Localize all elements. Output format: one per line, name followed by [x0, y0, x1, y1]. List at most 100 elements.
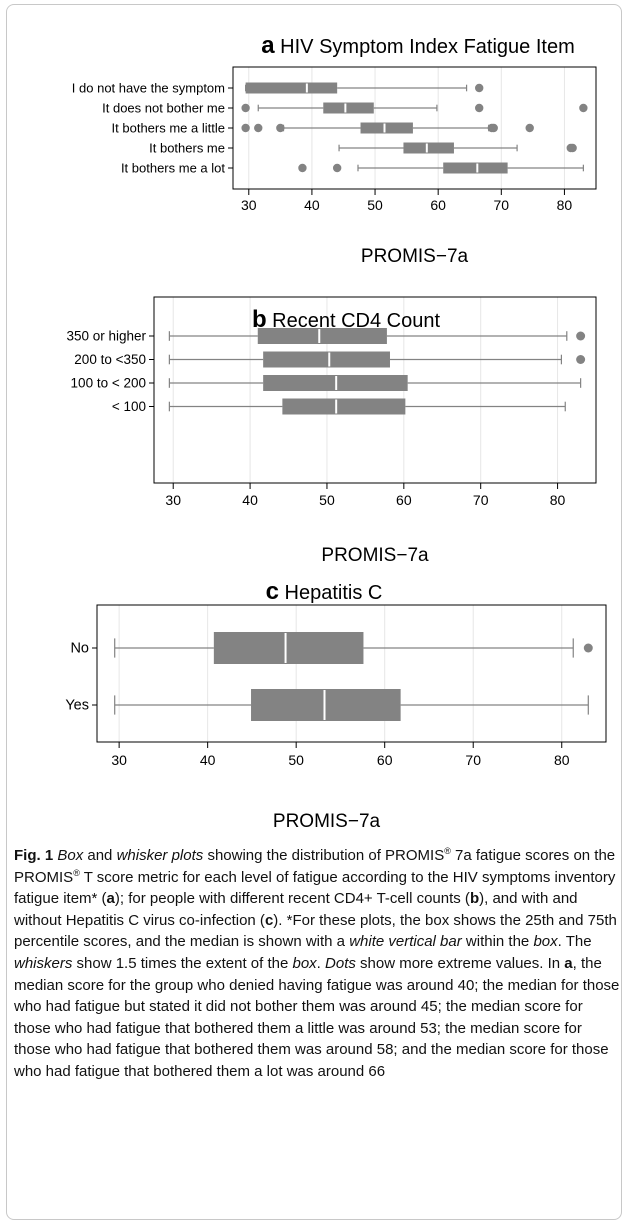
x-tick-label: 40: [200, 752, 216, 768]
caption-text: show 1.5 times the extent of the: [72, 954, 293, 972]
caption-panel-ref: b: [469, 890, 480, 908]
outlier-dot: [475, 83, 484, 93]
caption-label: Fig. 1: [14, 847, 54, 864]
box: [403, 142, 454, 154]
category-label: < 100: [112, 399, 146, 414]
caption-text: .: [316, 954, 326, 972]
caption-panel-ref: a: [106, 890, 115, 908]
caption-text: 7a fatigue scores on the PROMIS: [14, 847, 616, 886]
category-label: Yes: [65, 698, 89, 714]
category-label: No: [70, 641, 89, 657]
panel-letter: b: [252, 306, 267, 333]
caption-text: , the median score for the group who den…: [14, 954, 620, 1080]
x-tick-label: 30: [241, 197, 257, 213]
figure-caption: Fig. 1 Box and whisker plots showing the…: [14, 845, 622, 1083]
registered-mark: ®: [444, 846, 451, 856]
x-tick-label: 60: [396, 492, 412, 508]
outlier-dot: [525, 123, 534, 133]
x-tick-label: 30: [111, 752, 127, 768]
x-tick-label: 40: [242, 492, 258, 508]
caption-emphasis: white vertical bar: [349, 933, 462, 951]
x-tick-label: 70: [494, 197, 510, 213]
category-label: It bothers me: [149, 141, 225, 156]
x-tick-label: 50: [319, 492, 335, 508]
outlier-dot: [241, 103, 250, 113]
x-tick-label: 50: [367, 197, 383, 213]
x-tick-label: 70: [465, 752, 481, 768]
box: [263, 351, 390, 368]
category-label: 200 to <350: [74, 352, 146, 367]
caption-text: within the: [461, 933, 534, 951]
outlier-dot: [298, 163, 307, 173]
x-tick-label: 60: [430, 197, 446, 213]
box: [245, 82, 338, 94]
outlier-dot: [576, 355, 586, 364]
box: [443, 162, 508, 174]
x-tick-label: 40: [304, 197, 320, 213]
figure-frame: [6, 4, 622, 1220]
outlier-dot: [254, 123, 263, 133]
caption-emphasis: Box: [57, 847, 84, 864]
chart-title: b Recent CD4 Count: [252, 306, 441, 333]
x-tick-label: 80: [557, 197, 573, 213]
x-tick-label: 30: [165, 492, 181, 508]
caption-text: show more extreme values. In: [355, 954, 565, 972]
caption-text: . The: [557, 933, 592, 951]
chart-title: c Hepatitis C: [266, 578, 383, 605]
category-label: It bothers me a lot: [121, 161, 225, 176]
category-label: It bothers me a little: [112, 121, 225, 136]
chart-title: a HIV Symptom Index Fatigue Item: [261, 32, 574, 59]
outlier-dot: [489, 123, 498, 133]
caption-emphasis: whisker plots: [116, 847, 204, 864]
outlier-dot: [579, 103, 588, 113]
box: [282, 398, 406, 415]
caption-panel-ref: c: [264, 911, 274, 929]
x-axis-label: PROMIS−7a: [321, 545, 429, 566]
caption-text: ), and with and without Hepatitis C viru…: [14, 890, 578, 929]
caption-text: showing the distribution of PROMIS: [203, 847, 445, 864]
caption-text: ). *For these plots, the box shows the 2…: [14, 911, 617, 951]
caption-emphasis: whiskers: [14, 954, 73, 972]
caption-emphasis: Dots: [325, 954, 356, 972]
caption-text: ); for people with different recent CD4+…: [114, 890, 470, 908]
x-tick-label: 60: [377, 752, 393, 768]
registered-mark: ®: [73, 867, 80, 878]
outlier-dot: [583, 643, 593, 653]
chart-panel-c: 30 40 50 60 70 80 No Yes c Hepatitis C PROMIS−7a: [65, 578, 607, 832]
outlier-dot: [568, 143, 577, 153]
chart-title-text: Hepatitis C: [279, 582, 382, 604]
category-label: I do not have the symptom: [72, 81, 225, 96]
x-tick-label: 80: [554, 752, 570, 768]
category-label: 100 to < 200: [71, 376, 146, 391]
x-axis-label: PROMIS−7a: [361, 246, 469, 267]
x-axis-label: PROMIS−7a: [273, 811, 381, 832]
caption-emphasis: box: [533, 933, 558, 951]
category-label: It does not bother me: [102, 101, 225, 116]
caption-text: and: [83, 847, 117, 864]
plot-border: [96, 604, 607, 743]
chart-title-text: Recent CD4 Count: [267, 310, 441, 332]
outlier-dot: [241, 123, 250, 133]
category-label: 350 or higher: [66, 329, 146, 344]
x-tick-label: 70: [473, 492, 489, 508]
outlier-dot: [475, 103, 484, 113]
caption-emphasis: box: [292, 954, 317, 972]
chart-panel-a: 30 40 50 60 70 80 I do not have the symptom It …: [72, 32, 597, 267]
box: [323, 102, 374, 114]
caption-panel-ref: a: [564, 954, 573, 972]
box: [251, 689, 401, 721]
outlier-dot: [332, 163, 342, 173]
box: [213, 632, 364, 664]
box: [257, 328, 387, 344]
outlier-dot: [576, 331, 586, 341]
chart-title-text: HIV Symptom Index Fatigue Item: [275, 36, 575, 58]
chart-panel-b: 30 40 50 60 70 80 350 or higher 200 to <350 100 …: [66, 296, 597, 566]
panel-letter: c: [266, 578, 279, 605]
plot-border: [153, 296, 597, 484]
box: [360, 122, 413, 134]
panel-letter: a: [261, 32, 275, 59]
x-tick-label: 80: [550, 492, 566, 508]
x-tick-label: 50: [288, 752, 304, 768]
figure-charts: 30 40 50 60 70 80 I do not have the symptom It …: [65, 32, 607, 832]
outlier-dot: [276, 123, 285, 133]
